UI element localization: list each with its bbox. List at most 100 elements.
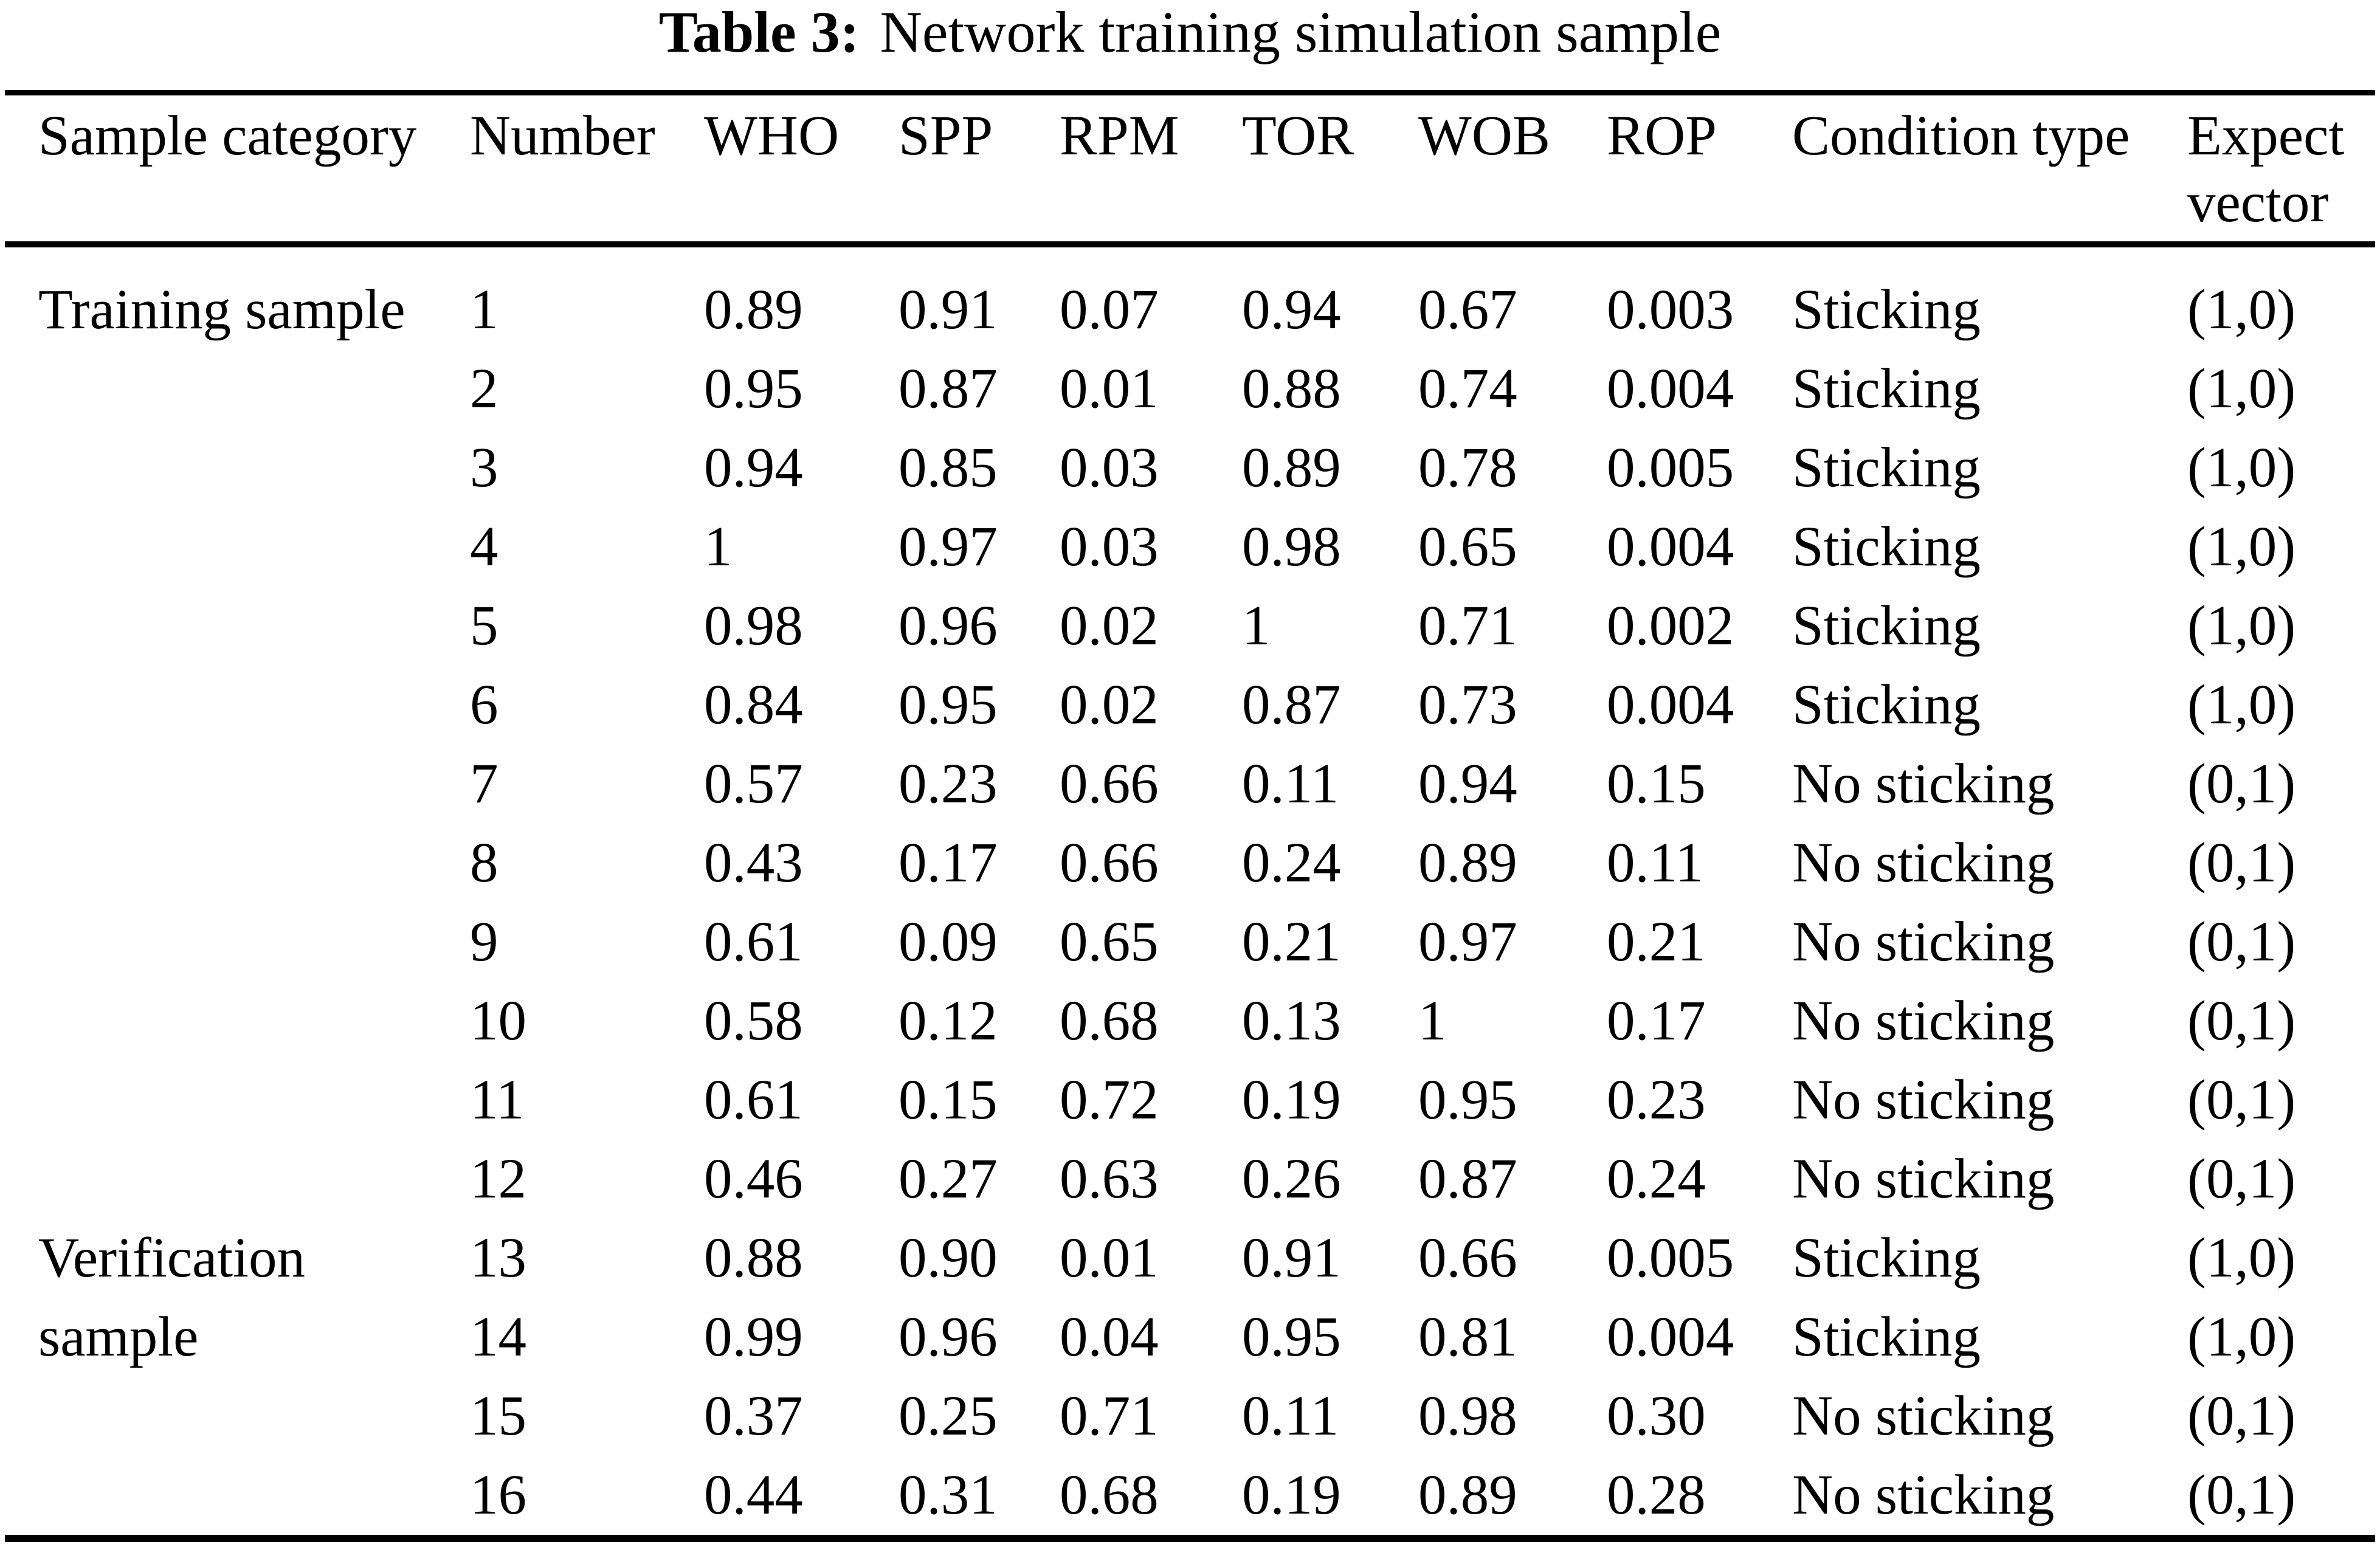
cell-rop: 0.17 (1607, 990, 1706, 1052)
cell-rpm: 0.04 (1060, 1306, 1159, 1368)
cell-spp: 0.95 (899, 674, 998, 736)
cell-tor: 0.87 (1242, 674, 1341, 736)
table-row: Training sample 1 0.89 0.91 0.07 0.94 0.67 0.00… (5, 244, 2375, 350)
cell-expect: (0,1) (2187, 1464, 2296, 1526)
table-row: 16 0.44 0.31 0.68 0.19 0.89 0.28 No sticking (0,… (5, 1456, 2375, 1538)
cell-number: 11 (470, 1069, 525, 1131)
cell-number: 3 (470, 436, 498, 499)
cell-rpm: 0.68 (1060, 1464, 1159, 1526)
table-row: 14 0.99 0.96 0.04 0.95 0.81 0.004 Sticking (1,0) (5, 1298, 2375, 1377)
cell-rpm: 0.01 (1060, 357, 1159, 420)
cell-rpm: 0.71 (1060, 1385, 1159, 1447)
cell-rop: 0.004 (1607, 1306, 1734, 1368)
cell-tor: 0.89 (1242, 436, 1341, 499)
cell-rpm: 0.02 (1060, 594, 1159, 657)
cell-expect: (1,0) (2187, 278, 2296, 341)
table-row: Verification sample 13 0.88 0.90 0.01 0.91 0.6… (5, 1219, 2375, 1368)
cell-number: 5 (470, 594, 498, 657)
cell-number: 16 (470, 1464, 526, 1526)
header-sample-category: Sample category (5, 92, 436, 247)
cell-spp: 0.25 (899, 1385, 998, 1447)
table-row: 12 0.46 0.27 0.63 0.26 0.87 0.24 No sticking (0,… (5, 1140, 2375, 1219)
cell-wob: 0.73 (1418, 674, 1517, 736)
cell-spp: 0.27 (899, 1148, 998, 1210)
cell-spp: 0.85 (899, 436, 998, 499)
cell-tor: 0.98 (1242, 515, 1341, 578)
header-condition-type: Condition type (1759, 92, 2154, 247)
cell-wob: 0.95 (1418, 1069, 1517, 1131)
cell-wob: 0.89 (1418, 1464, 1517, 1526)
cell-tor: 0.11 (1242, 1385, 1339, 1447)
cell-expect: (0,1) (2187, 1069, 2296, 1131)
cell-tor: 0.94 (1242, 278, 1341, 341)
table-header: Sample category Number WHO SPP RPM TOR W… (5, 92, 2375, 247)
cell-rpm: 0.68 (1060, 990, 1159, 1052)
header-rop: ROP (1573, 92, 1759, 247)
cell-number: 1 (470, 278, 498, 341)
cell-expect: (1,0) (2187, 1306, 2296, 1368)
cell-wob: 0.78 (1418, 436, 1517, 499)
cell-wob: 0.97 (1418, 911, 1517, 973)
cell-wob: 0.66 (1418, 1227, 1517, 1289)
cell-rop: 0.24 (1607, 1148, 1706, 1210)
cell-wob: 0.89 (1418, 832, 1517, 894)
cell-number: 15 (470, 1385, 526, 1447)
cell-number: 12 (470, 1148, 526, 1210)
cell-spp: 0.31 (899, 1464, 998, 1526)
cell-tor: 1 (1242, 594, 1271, 657)
cell-rop: 0.28 (1607, 1464, 1706, 1526)
table-row: 11 0.61 0.15 0.72 0.19 0.95 0.23 No sticking (0,… (5, 1061, 2375, 1140)
cell-who: 0.44 (704, 1464, 803, 1526)
cell-who: 0.57 (704, 753, 803, 815)
cell-tor: 0.11 (1242, 753, 1339, 815)
cell-rop: 0.23 (1607, 1069, 1706, 1131)
header-number: Number (436, 92, 671, 247)
header-expect-vector: Expect vector (2154, 92, 2375, 247)
table-row: 7 0.57 0.23 0.66 0.11 0.94 0.15 No sticking (0,1… (5, 745, 2375, 824)
cell-condition: Sticking (1792, 436, 1981, 499)
table-caption: Table 3: Network training simulation samp… (0, 0, 2380, 64)
cell-who: 0.99 (704, 1306, 803, 1368)
cell-rop: 0.30 (1607, 1385, 1706, 1447)
cell-spp: 0.23 (899, 753, 998, 815)
table-row: 4 1 0.97 0.03 0.98 0.65 0.004 Sticking (1,0) (5, 508, 2375, 587)
cell-condition: Sticking (1792, 1227, 1981, 1289)
cell-number: 14 (470, 1306, 526, 1368)
cell-who: 0.95 (704, 357, 803, 420)
cell-number: 6 (470, 674, 498, 736)
header-rpm: RPM (1026, 92, 1209, 247)
table-row: 3 0.94 0.85 0.03 0.89 0.78 0.005 Sticking (1,0) (5, 429, 2375, 508)
cell-who: 0.89 (704, 278, 803, 341)
table-caption-text: Network training simulation sample (880, 0, 1722, 64)
cell-condition: Sticking (1792, 674, 1981, 736)
cell-condition: No sticking (1792, 1148, 2055, 1210)
cell-wob: 0.98 (1418, 1385, 1517, 1447)
table-row: 10 0.58 0.12 0.68 0.13 1 0.17 No sticking (0,1) (5, 982, 2375, 1061)
cell-spp: 0.97 (899, 515, 998, 578)
cell-spp: 0.90 (899, 1227, 998, 1289)
cell-tor: 0.95 (1242, 1306, 1341, 1368)
table-header-row: Sample category Number WHO SPP RPM TOR W… (5, 92, 2375, 247)
cell-rpm: 0.03 (1060, 515, 1159, 578)
cell-who: 0.88 (704, 1227, 803, 1289)
cell-who: 0.58 (704, 990, 803, 1052)
cell-expect: (0,1) (2187, 1385, 2296, 1447)
header-who: WHO (671, 92, 865, 247)
cell-rop: 0.003 (1607, 278, 1734, 341)
cell-rpm: 0.63 (1060, 1148, 1159, 1210)
header-spp: SPP (865, 92, 1026, 247)
cell-condition: No sticking (1792, 1069, 2055, 1131)
cell-expect: (1,0) (2187, 357, 2296, 420)
cell-who: 0.61 (704, 911, 803, 973)
cell-rpm: 0.72 (1060, 1069, 1159, 1131)
table-row: 9 0.61 0.09 0.65 0.21 0.97 0.21 No sticking (0,1… (5, 903, 2375, 982)
cell-who: 1 (704, 515, 733, 578)
table-row: 15 0.37 0.25 0.71 0.11 0.98 0.30 No sticking (0,… (5, 1377, 2375, 1456)
cell-rop: 0.004 (1607, 674, 1734, 736)
cell-tor: 0.13 (1242, 990, 1341, 1052)
cell-rop: 0.21 (1607, 911, 1706, 973)
cell-rpm: 0.01 (1060, 1227, 1159, 1289)
cell-spp: 0.96 (899, 1306, 998, 1368)
cell-rpm: 0.02 (1060, 674, 1159, 736)
cell-number: 10 (470, 990, 526, 1052)
